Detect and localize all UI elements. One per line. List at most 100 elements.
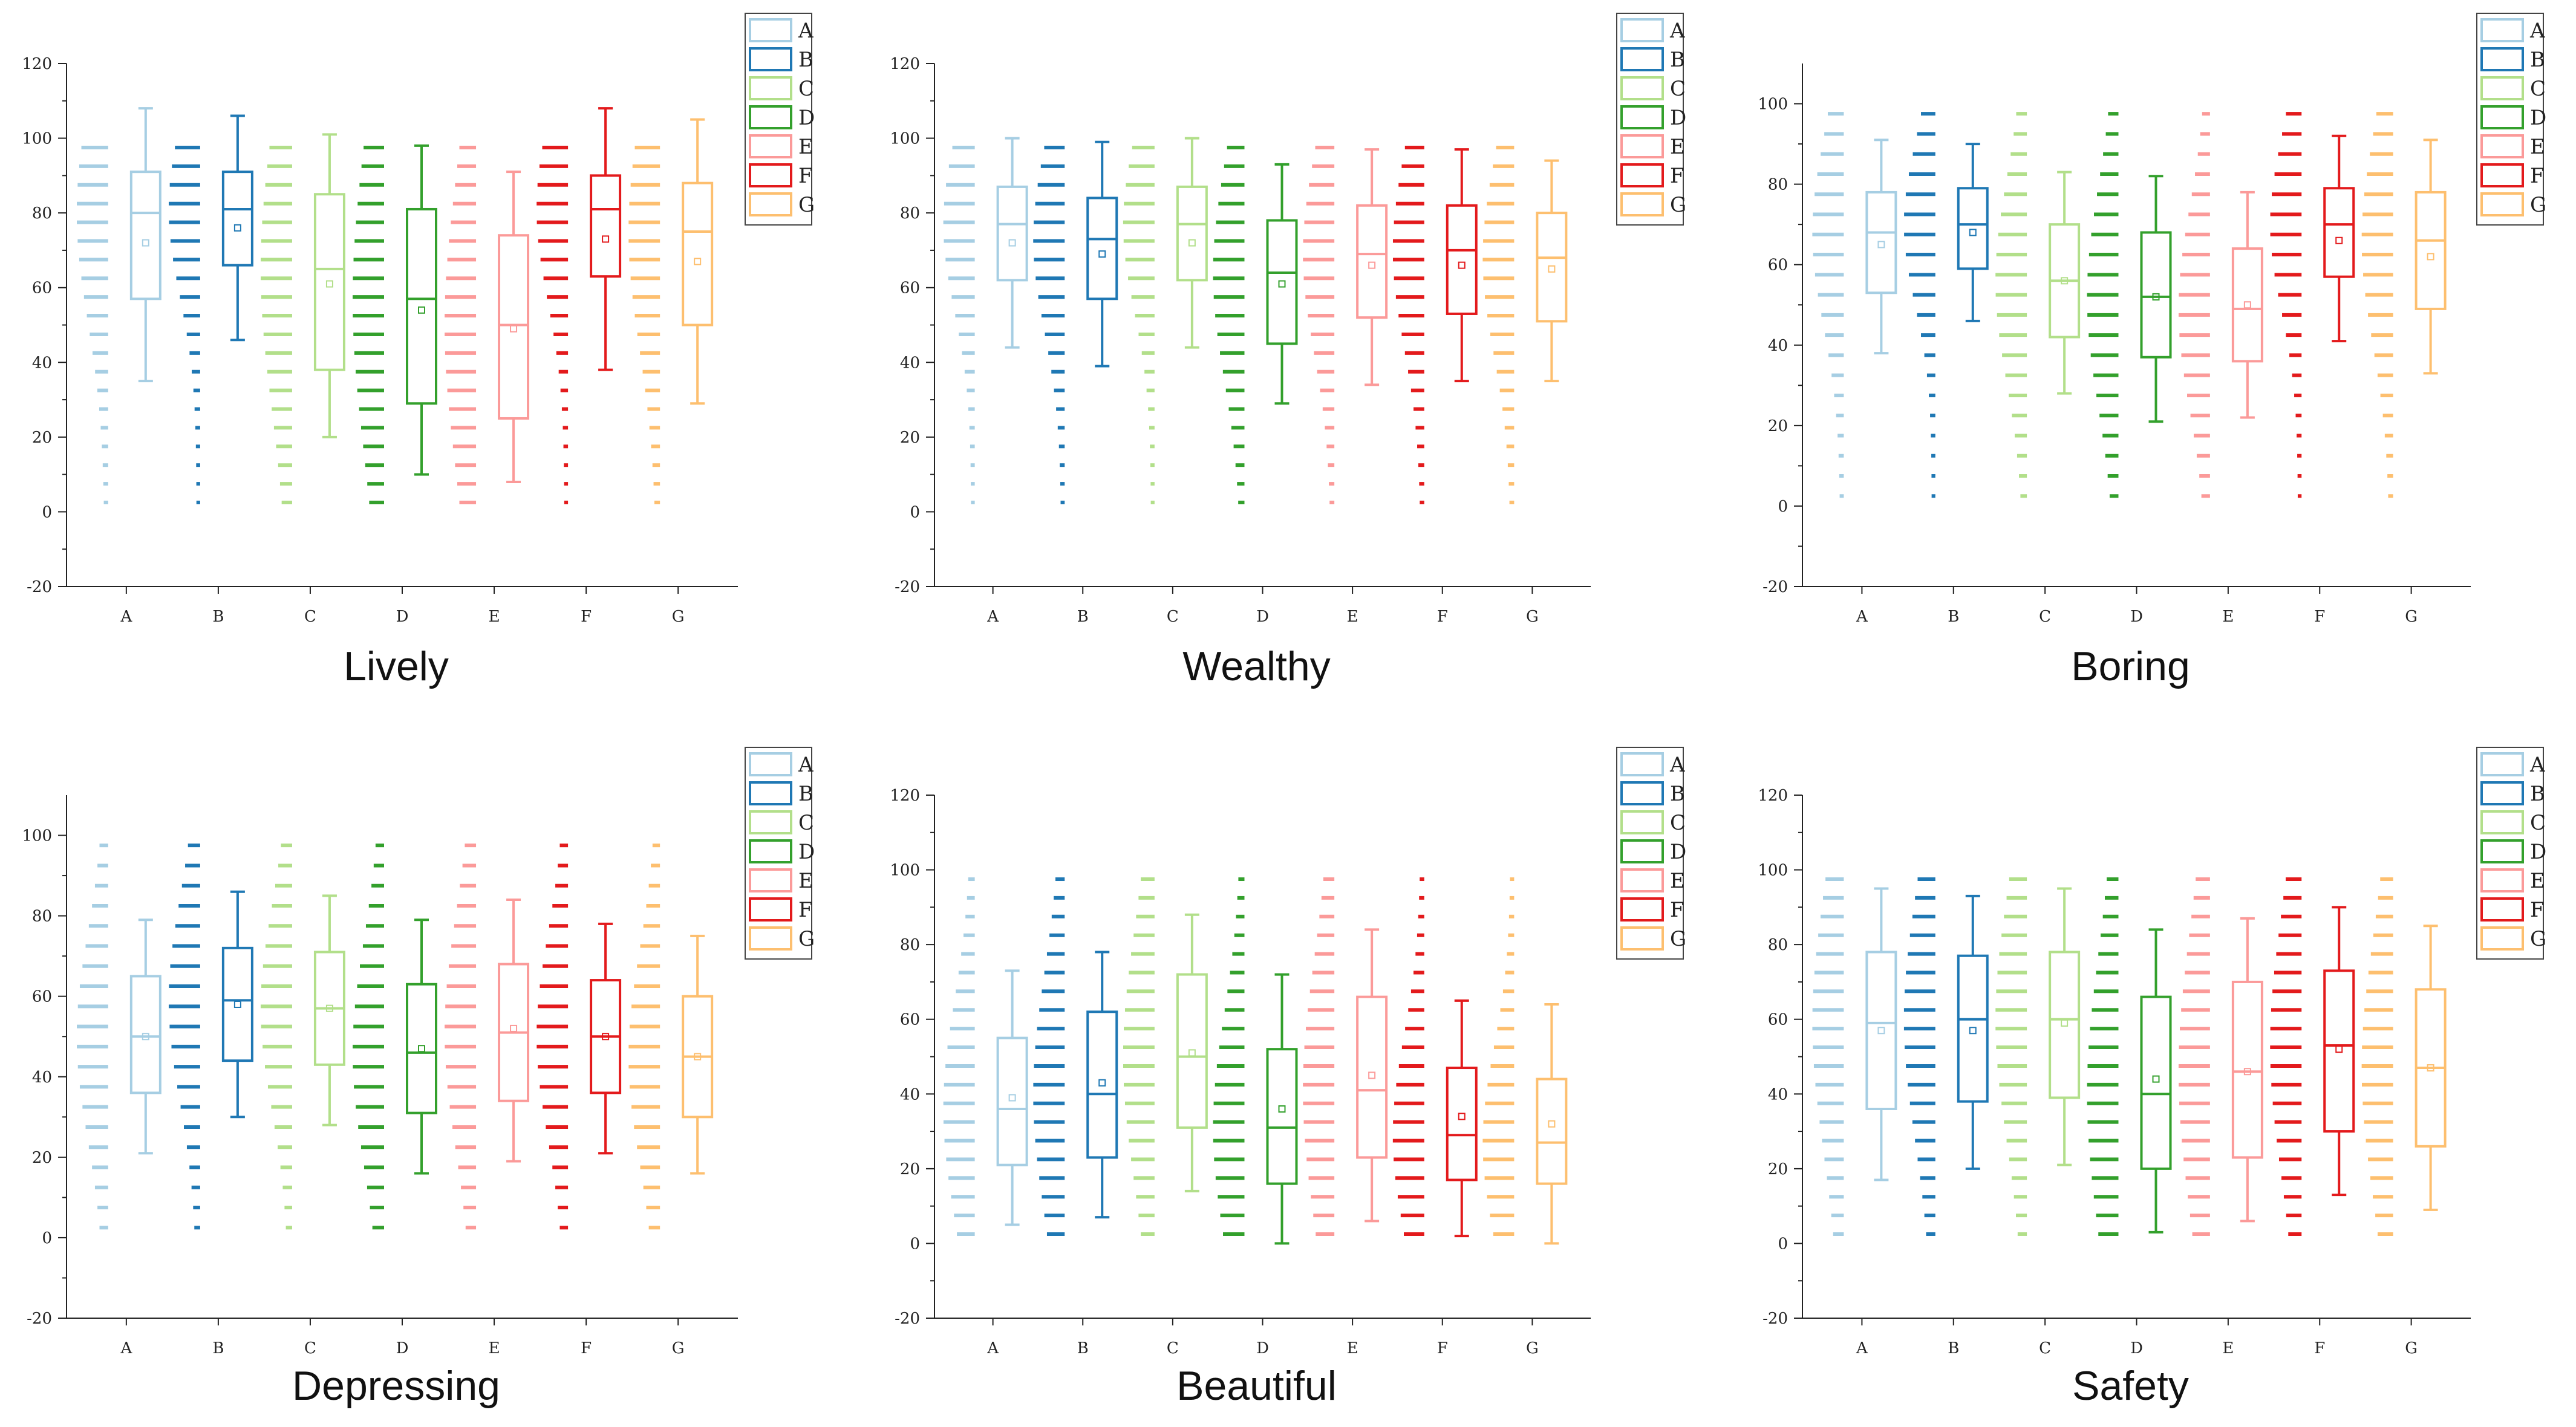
box-mean-marker bbox=[2243, 1068, 2251, 1076]
x-tick-label: G bbox=[1526, 1339, 1539, 1357]
legend-swatch bbox=[749, 781, 792, 805]
y-tick-label: 100 bbox=[1758, 96, 1788, 114]
box-mean-marker bbox=[1098, 1079, 1106, 1087]
box-mean-marker bbox=[1969, 1027, 1977, 1035]
y-tick-label: 20 bbox=[32, 1149, 52, 1167]
legend-swatch bbox=[2480, 18, 2524, 42]
box-iqr bbox=[406, 207, 437, 405]
box-iqr bbox=[1266, 219, 1298, 345]
y-tick-label: 80 bbox=[1768, 176, 1788, 194]
box-series-e: E bbox=[445, 844, 530, 1357]
legend-label: A bbox=[798, 19, 814, 43]
box-series-e: E bbox=[1303, 877, 1388, 1357]
box-series-f: F bbox=[536, 844, 622, 1357]
x-tick-label: E bbox=[489, 1339, 500, 1357]
box-mean-marker bbox=[510, 325, 518, 333]
x-tick-label: D bbox=[396, 1339, 409, 1357]
box-iqr bbox=[1446, 1067, 1478, 1182]
box-iqr bbox=[1356, 204, 1388, 319]
y-tick-label: 120 bbox=[22, 55, 52, 73]
box-mean-marker bbox=[233, 1001, 241, 1008]
box-mean-marker bbox=[2061, 277, 2069, 285]
box-mean-marker bbox=[142, 1033, 149, 1041]
x-tick-label: G bbox=[1526, 608, 1539, 626]
legend-label: E bbox=[798, 869, 814, 893]
box-iqr bbox=[1176, 973, 1208, 1129]
legend-swatch bbox=[1620, 134, 1664, 158]
x-tick-label: F bbox=[581, 608, 592, 626]
x-tick-label: F bbox=[581, 1339, 592, 1357]
legend-swatch bbox=[1620, 76, 1664, 100]
box-iqr bbox=[406, 983, 437, 1114]
x-tick-label: B bbox=[212, 608, 224, 626]
x-tick-label: B bbox=[1948, 608, 1959, 626]
box-series-f: F bbox=[2270, 877, 2355, 1357]
box-iqr bbox=[498, 234, 530, 420]
legend-label: B bbox=[798, 48, 814, 72]
x-tick-label: G bbox=[2405, 608, 2418, 626]
box-iqr bbox=[129, 171, 161, 301]
box-mean-marker bbox=[1877, 241, 1885, 249]
y-tick-label: 120 bbox=[890, 55, 920, 73]
box-mean-marker bbox=[418, 306, 425, 314]
y-tick-label: 100 bbox=[22, 130, 52, 148]
box-iqr bbox=[1086, 197, 1118, 301]
legend-swatch bbox=[1620, 839, 1664, 863]
y-tick-label: 80 bbox=[32, 908, 52, 926]
legend-swatch bbox=[749, 897, 792, 922]
legend-swatch bbox=[2480, 926, 2524, 951]
y-tick-label: 0 bbox=[1778, 1235, 1788, 1253]
box-series-a: A bbox=[943, 137, 1028, 626]
legend-label: C bbox=[798, 77, 814, 101]
box-mean-marker bbox=[1098, 250, 1106, 258]
box-series-d: D bbox=[353, 144, 437, 626]
box-mean-marker bbox=[325, 1004, 333, 1012]
x-tick-label: D bbox=[1256, 1339, 1269, 1357]
y-tick-label: 60 bbox=[32, 279, 52, 297]
box-series-e: E bbox=[1303, 146, 1388, 626]
box-iqr bbox=[1536, 212, 1568, 323]
legend-label: A bbox=[1669, 753, 1685, 777]
x-tick-label: C bbox=[1167, 1339, 1179, 1357]
box-iqr bbox=[1446, 204, 1478, 315]
box-mean-marker bbox=[2152, 1075, 2160, 1083]
box-mean-marker bbox=[510, 1024, 518, 1032]
box-mean-marker bbox=[2427, 1064, 2434, 1072]
legend-swatch bbox=[2480, 192, 2524, 216]
box-series-a: A bbox=[1812, 877, 1897, 1357]
box-series-d: D bbox=[353, 844, 437, 1357]
legend-label: B bbox=[2530, 48, 2545, 72]
legend-swatch bbox=[1620, 18, 1664, 42]
y-tick-label: 80 bbox=[32, 204, 52, 223]
legend-swatch bbox=[2480, 781, 2524, 805]
box-series-b: B bbox=[1033, 140, 1118, 626]
y-tick-label: 60 bbox=[900, 279, 920, 297]
legend-swatch bbox=[749, 926, 792, 951]
box-mean-marker bbox=[233, 224, 241, 232]
y-tick-label: 0 bbox=[42, 503, 52, 521]
box-series-g: G bbox=[1482, 877, 1568, 1357]
legend-label: E bbox=[1670, 135, 1685, 159]
box-series-b: B bbox=[1033, 877, 1118, 1357]
legend-swatch bbox=[2480, 868, 2524, 892]
legend-swatch bbox=[749, 810, 792, 834]
x-tick-label: G bbox=[672, 608, 685, 626]
box-mean-marker bbox=[1458, 1113, 1466, 1120]
y-tick-label: 60 bbox=[1768, 1011, 1788, 1029]
box-iqr bbox=[2049, 951, 2081, 1099]
x-tick-label: B bbox=[212, 1339, 224, 1357]
box-iqr bbox=[2231, 980, 2263, 1159]
box-series-e: E bbox=[445, 146, 530, 626]
box-series-b: B bbox=[1904, 112, 1989, 626]
y-tick-label: 100 bbox=[22, 827, 52, 845]
box-iqr bbox=[996, 1036, 1028, 1166]
legend-swatch bbox=[2480, 897, 2524, 922]
legend-label: D bbox=[2530, 840, 2546, 864]
box-mean-marker bbox=[1548, 265, 1556, 273]
legend-swatch bbox=[1620, 752, 1664, 776]
